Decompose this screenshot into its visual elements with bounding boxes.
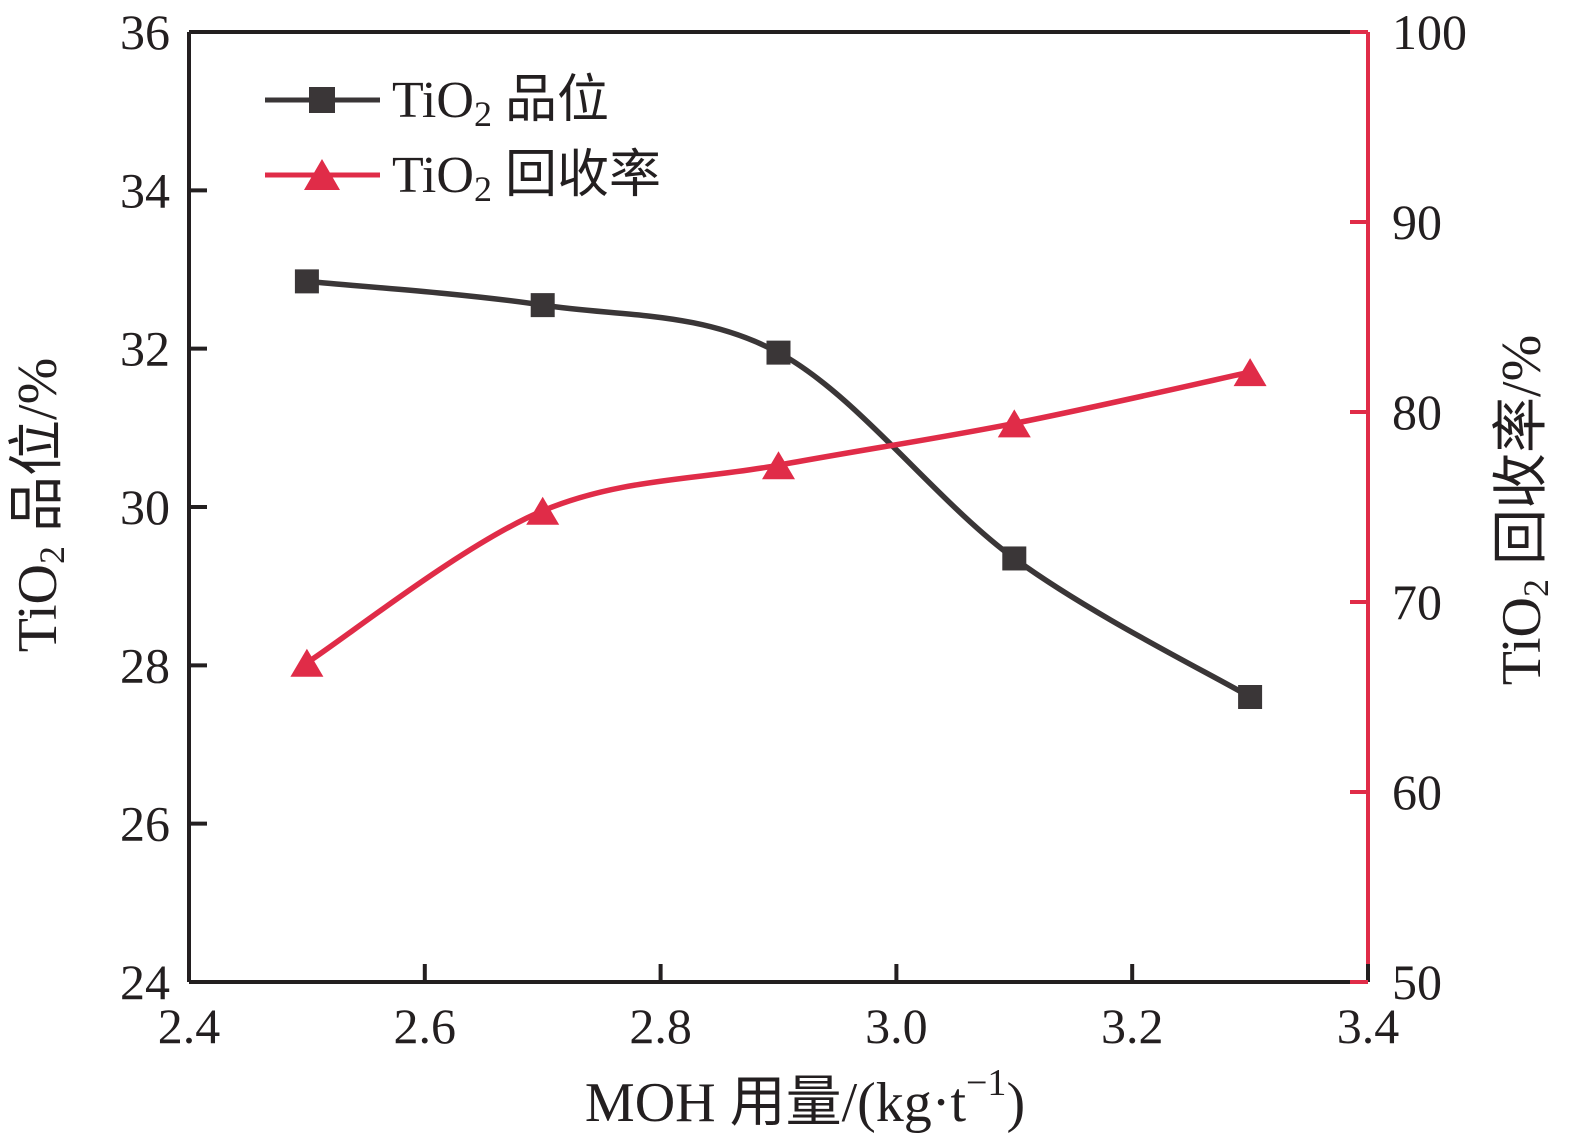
triangle-data-marker xyxy=(762,451,795,480)
right-axis-ticks: 50 60 70 80 90 100 xyxy=(1350,4,1467,1010)
legend-triangle-marker-icon xyxy=(304,159,340,190)
right-tick-label: 60 xyxy=(1392,764,1442,820)
x-tick-label: 2.4 xyxy=(158,998,221,1054)
left-tick-label: 34 xyxy=(120,162,170,218)
triangle-data-marker xyxy=(997,409,1031,438)
right-tick-label: 90 xyxy=(1392,194,1442,250)
x-axis-title: MOH 用量/(kg·t−1) xyxy=(585,1062,1025,1134)
x-tick-label: 2.6 xyxy=(394,998,457,1054)
legend-square-marker-icon xyxy=(309,87,335,113)
grade-series xyxy=(294,269,1263,709)
x-tick-label: 2.8 xyxy=(629,998,692,1054)
right-tick-label: 50 xyxy=(1392,954,1442,1010)
right-tick-label: 80 xyxy=(1392,384,1442,440)
left-axis-title: TiO2 品位/% xyxy=(7,358,72,652)
left-tick-label: 26 xyxy=(120,796,170,852)
data-series-layer xyxy=(290,269,1267,709)
triangle-data-marker xyxy=(290,648,324,677)
left-tick-label: 36 xyxy=(120,4,170,60)
left-tick-label: 28 xyxy=(120,637,170,693)
legend-item-grade: TiO2 品位 xyxy=(265,72,609,135)
square-data-marker xyxy=(1002,546,1027,571)
x-axis-ticks: 2.4 2.6 2.8 3.0 3.2 3.4 xyxy=(158,964,1400,1054)
square-data-marker xyxy=(1238,685,1263,709)
square-data-marker xyxy=(294,269,319,294)
right-axis-title: TiO2 回收率/% xyxy=(1491,335,1556,685)
left-tick-label: 32 xyxy=(120,321,170,377)
legend-label-grade: TiO2 品位 xyxy=(392,72,609,135)
legend: TiO2 品位 TiO2 回收率 xyxy=(265,72,661,210)
left-tick-label: 30 xyxy=(120,479,170,535)
left-axis-ticks: 24 26 28 30 32 34 36 xyxy=(120,4,207,1010)
right-tick-label: 70 xyxy=(1392,574,1442,630)
x-tick-label: 3.0 xyxy=(865,998,928,1054)
triangle-data-marker xyxy=(526,496,560,525)
right-tick-label: 100 xyxy=(1392,4,1467,60)
square-data-marker xyxy=(766,340,791,365)
recovery-series xyxy=(290,358,1267,677)
legend-item-recovery: TiO2 回收率 xyxy=(265,147,661,210)
triangle-data-marker xyxy=(1233,358,1267,387)
left-tick-label: 24 xyxy=(120,954,170,1010)
legend-label-recovery: TiO2 回收率 xyxy=(392,147,661,210)
x-tick-label: 3.4 xyxy=(1337,998,1400,1054)
square-data-marker xyxy=(530,293,555,318)
x-tick-label: 3.2 xyxy=(1101,998,1164,1054)
